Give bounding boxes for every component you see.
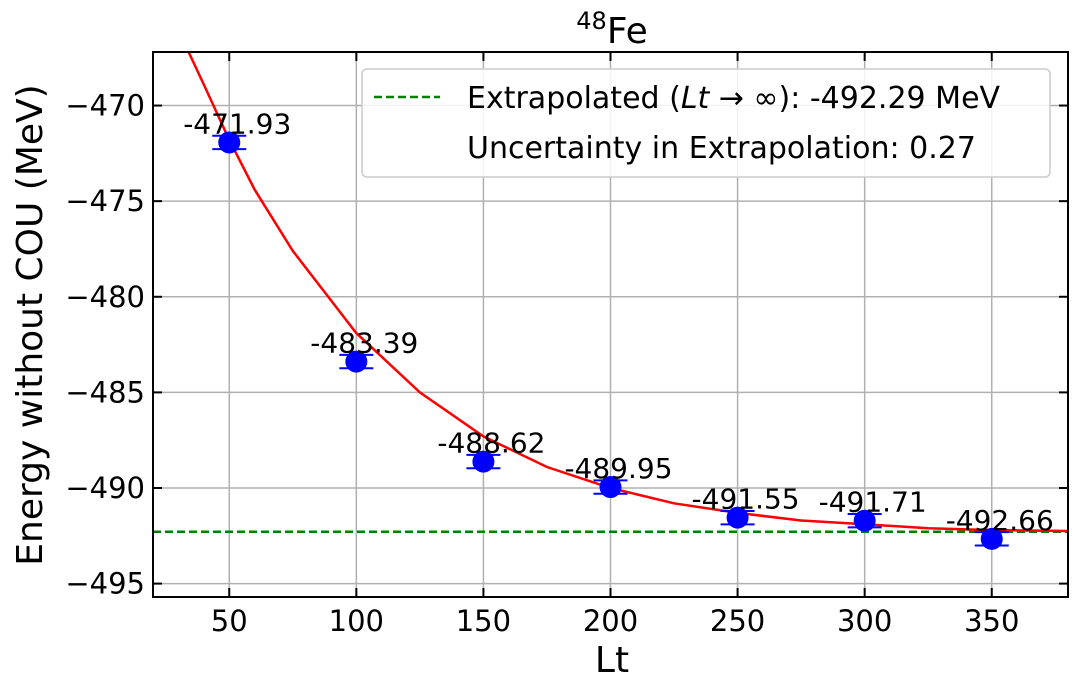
title-base: Fe [607, 11, 648, 52]
data-label: -491.71 [819, 486, 927, 519]
y-tick-label: −475 [65, 184, 145, 218]
data-point [853, 509, 876, 532]
chart-title: 48Fe [576, 7, 647, 52]
x-tick-label: 300 [837, 604, 892, 638]
y-tick-label: −485 [65, 375, 145, 409]
data-label: -488.62 [437, 427, 545, 460]
legend-entry-uncertainty: Uncertainty in Extrapolation: 0.27 [467, 131, 976, 166]
x-tick-label: 100 [329, 604, 384, 638]
fit-curve [187, 52, 1068, 533]
y-axis-title: Energy without COU (MeV) [10, 84, 51, 565]
data-point [599, 476, 622, 499]
data-label: -491.55 [692, 483, 800, 516]
fit-curve-group [187, 52, 1068, 533]
y-tick-label: −490 [65, 471, 145, 505]
x-tick-label: 50 [211, 604, 248, 638]
data-labels: -471.93 -483.39 -488.62 -489.95 -491.55 -491.… [183, 107, 1054, 536]
legend: Extrapolated (Lt → ∞): -492.29 MeV Uncer… [361, 68, 1051, 178]
data-point [218, 131, 241, 154]
title-superscript: 48 [576, 7, 607, 35]
y-tick-label: −480 [65, 280, 145, 314]
legend-entry-extrapolated: Extrapolated (Lt → ∞): -492.29 MeV [467, 81, 1001, 116]
y-tick-label: −495 [65, 567, 145, 601]
x-axis-title: Lt [595, 640, 629, 681]
data-point [980, 527, 1003, 550]
data-point [726, 506, 749, 529]
legend-box [361, 68, 1051, 178]
data-label: -492.66 [946, 504, 1054, 537]
data-points [212, 131, 1009, 550]
x-tick-label: 350 [964, 604, 1019, 638]
x-tick-label: 150 [456, 604, 511, 638]
ticks: 50 100 150 200 250 300 350 −470 −475 −480 −485 −490… [65, 52, 1068, 638]
y-tick-label: −470 [65, 89, 145, 123]
x-tick-label: 200 [583, 604, 638, 638]
data-point [345, 350, 368, 373]
data-point [472, 450, 495, 473]
data-label: -471.93 [183, 107, 291, 140]
x-tick-label: 250 [710, 604, 765, 638]
data-label: -483.39 [310, 327, 418, 360]
data-label: -489.95 [564, 452, 672, 485]
